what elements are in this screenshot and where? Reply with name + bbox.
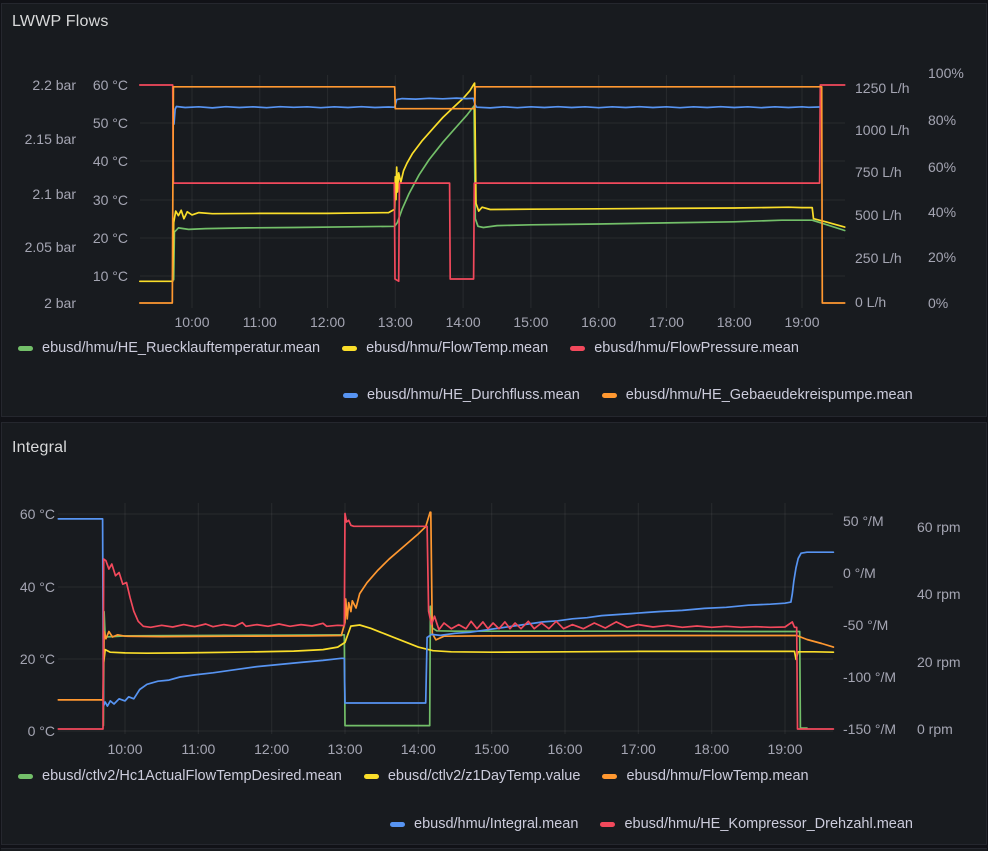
x-axis-tick: 15:00: [474, 741, 510, 757]
legend-label: ebusd/hmu/FlowPressure.mean: [594, 340, 799, 356]
axis-deg-per-min-tick: 50 °/M: [843, 513, 884, 529]
axis-lh-tick: 750 L/h: [855, 164, 902, 180]
legend-label: ebusd/ctlv2/Hc1ActualFlowTempDesired.mea…: [42, 768, 342, 784]
axis-celsius-tick: 40 °C: [92, 153, 128, 169]
axis-bar-tick: 2.15 bar: [24, 131, 76, 147]
x-axis-tick: 13:00: [377, 314, 413, 330]
legend-swatch: [601, 392, 617, 398]
x-axis-tick: 10:00: [107, 741, 143, 757]
legend-label: ebusd/hmu/HE_Gebaeudekreispumpe.mean: [625, 387, 913, 403]
x-axis-tick: 15:00: [513, 314, 549, 330]
axis-rpm-tick: 20 rpm: [917, 654, 961, 670]
axis-rpm-tick: 40 rpm: [917, 586, 961, 602]
legend-item-he-kompressor-drehzahl[interactable]: ebusd/hmu/HE_Kompressor_Drehzahl.mean: [600, 816, 913, 832]
axis-pct-tick: 80%: [928, 112, 957, 128]
x-axis-tick: 13:00: [327, 741, 363, 757]
axis-lh-tick: 1000 L/h: [855, 122, 910, 138]
x-axis-tick: 12:00: [254, 741, 290, 757]
legend-item-hc1-actual-flowtemp-desired[interactable]: ebusd/ctlv2/Hc1ActualFlowTempDesired.mea…: [18, 768, 342, 784]
legend-swatch: [570, 345, 586, 351]
axis-bar-tick: 2 bar: [44, 295, 76, 311]
axis-pct-tick: 60%: [928, 159, 957, 175]
axis-bar-tick: 2.05 bar: [24, 239, 76, 255]
axis-deg-per-min-tick: -50 °/M: [843, 617, 889, 633]
legend-swatch: [602, 773, 618, 779]
next-panel-edge: [1, 848, 987, 851]
legend-item-z1-day-temp[interactable]: ebusd/ctlv2/z1DayTemp.value: [363, 768, 581, 784]
legend-item-flowpressure[interactable]: ebusd/hmu/FlowPressure.mean: [570, 340, 799, 356]
axis-rpm-tick: 60 rpm: [917, 519, 961, 535]
x-axis-tick: 17:00: [648, 314, 684, 330]
legend-swatch: [343, 392, 358, 398]
axis-bar-tick: 2.2 bar: [32, 77, 76, 93]
x-axis-tick: 16:00: [547, 741, 583, 757]
axis-deg-per-min-tick: -100 °/M: [843, 669, 897, 685]
axis-lh-tick: 1250 L/h: [855, 80, 910, 96]
axis-celsius-2-tick: 60 °C: [19, 506, 55, 522]
legend-swatch: [390, 821, 405, 827]
x-axis-tick: 19:00: [784, 314, 820, 330]
axis-rpm-tick: 0 rpm: [917, 721, 953, 737]
legend-swatch: [363, 773, 379, 779]
legend-item-integral-mean[interactable]: ebusd/hmu/Integral.mean: [390, 816, 578, 832]
legend-label: ebusd/hmu/HE_Kompressor_Drehzahl.mean: [624, 816, 913, 832]
legend-item-he-durchfluss[interactable]: ebusd/hmu/HE_Durchfluss.mean: [343, 387, 580, 403]
legend-swatch: [18, 773, 33, 779]
x-axis-tick: 17:00: [620, 741, 656, 757]
legend-label: ebusd/hmu/FlowTemp.mean: [626, 768, 809, 784]
x-axis-tick: 16:00: [581, 314, 617, 330]
legend-item-he-ruecklauftemperatur[interactable]: ebusd/hmu/HE_Ruecklauftemperatur.mean: [18, 340, 320, 356]
axis-celsius-2-tick: 40 °C: [19, 579, 55, 595]
legend-label: ebusd/hmu/HE_Ruecklauftemperatur.mean: [42, 340, 321, 356]
axis-celsius-tick: 60 °C: [92, 77, 128, 93]
x-axis-tick: 18:00: [716, 314, 752, 330]
axis-celsius-tick: 30 °C: [92, 192, 128, 208]
axis-pct-tick: 20%: [928, 249, 957, 265]
axis-lh-tick: 0 L/h: [855, 294, 887, 310]
axis-celsius-2-tick: 20 °C: [19, 651, 55, 667]
axis-lh-tick: 500 L/h: [855, 207, 902, 223]
axis-celsius-tick: 20 °C: [92, 230, 128, 246]
panel-title-integral[interactable]: Integral: [12, 439, 67, 456]
legend-row: ebusd/hmu/HE_Ruecklauftemperatur.mean ebu…: [18, 340, 799, 356]
axis-lh-tick: 250 L/h: [855, 250, 902, 266]
axis-celsius-2-tick: 0 °C: [27, 723, 55, 739]
axis-pct-tick: 40%: [928, 204, 957, 220]
legend-label: ebusd/hmu/Integral.mean: [414, 816, 579, 832]
legend-item-flowtemp[interactable]: ebusd/hmu/FlowTemp.mean: [342, 340, 548, 356]
legend-swatch: [600, 821, 616, 827]
axis-celsius-tick: 50 °C: [92, 115, 128, 131]
legend-label: ebusd/ctlv2/z1DayTemp.value: [387, 768, 581, 784]
panel-title-lwwp-flows[interactable]: LWWP Flows: [12, 13, 109, 30]
x-axis-tick: 11:00: [181, 741, 216, 757]
axis-deg-per-min-tick: 0 °/M: [843, 565, 876, 581]
axis-deg-per-min-tick: -150 °/M: [843, 721, 897, 737]
x-axis-tick: 10:00: [174, 314, 210, 330]
x-axis-tick: 18:00: [694, 741, 730, 757]
legend-swatch: [18, 345, 33, 351]
legend-label: ebusd/hmu/FlowTemp.mean: [366, 340, 549, 356]
axis-pct-tick: 100%: [928, 65, 964, 81]
legend-item-flowtemp-2[interactable]: ebusd/hmu/FlowTemp.mean: [602, 768, 809, 784]
x-axis-tick: 14:00: [445, 314, 481, 330]
x-axis-tick: 19:00: [767, 741, 803, 757]
axis-bar-tick: 2.1 bar: [32, 186, 76, 202]
x-axis-tick: 14:00: [400, 741, 436, 757]
legend-swatch: [342, 345, 358, 351]
x-axis-tick: 11:00: [242, 314, 277, 330]
legend-item-he-gebaeudekreispumpe[interactable]: ebusd/hmu/HE_Gebaeudekreispumpe.mean: [601, 387, 913, 403]
axis-pct-tick: 0%: [928, 295, 949, 311]
x-axis-tick: 12:00: [310, 314, 346, 330]
axis-celsius-tick: 10 °C: [92, 268, 128, 284]
legend-row: ebusd/hmu/HE_Durchfluss.mean ebusd/hmu/HE…: [343, 387, 913, 403]
legend-row: ebusd/ctlv2/Hc1ActualFlowTempDesired.mea…: [18, 768, 809, 784]
legend-label: ebusd/hmu/HE_Durchfluss.mean: [367, 387, 580, 403]
legend-row: ebusd/hmu/Integral.mean ebusd/hmu/HE_Komp…: [390, 816, 913, 832]
